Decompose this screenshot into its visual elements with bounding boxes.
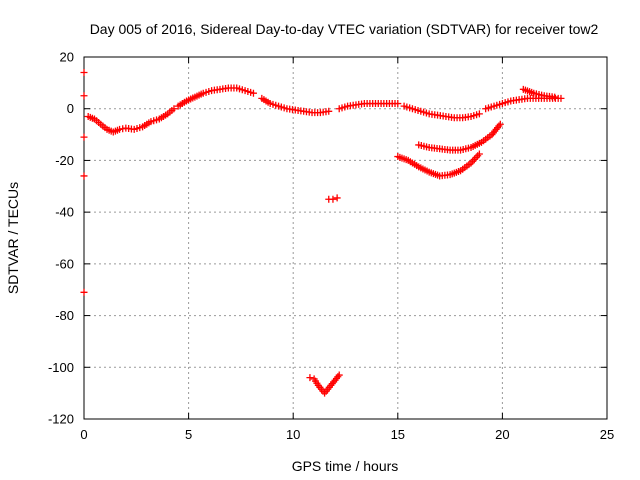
data-point [306,374,314,382]
data-point [80,133,88,141]
data-point [557,94,565,102]
y-tick-label: -80 [55,308,74,323]
y-axis-title: SDTVAR / TECUs [5,182,21,294]
data-point [170,105,178,113]
y-tick-label: -20 [55,153,74,168]
data-point [80,69,88,77]
plot-frame [83,56,608,420]
data-point [80,92,88,100]
y-tick-label: -100 [48,360,74,375]
y-tick-label: -120 [48,412,74,427]
data-point [475,150,483,158]
data-point [325,107,333,115]
x-tick-label: 5 [185,427,192,442]
data-point [394,100,402,108]
x-tick-label: 25 [600,427,614,442]
x-tick-label: 10 [286,427,300,442]
data-points [80,69,565,397]
data-point [335,371,343,379]
data-point [333,194,341,202]
x-axis-title: GPS time / hours [292,458,399,474]
x-tick-label: 15 [391,427,405,442]
grid [84,57,607,419]
y-tick-labels: 20 0 -20 -40 -60 -80 -100 -120 [48,50,74,427]
x-tick-labels: 0 5 10 15 20 25 [80,427,614,442]
axis-ticks [83,56,608,420]
x-tick-label: 0 [80,427,87,442]
data-point [80,172,88,180]
data-point [551,93,559,101]
data-point [496,120,504,128]
data-point [329,195,337,203]
y-tick-label: -60 [55,256,74,271]
y-tick-label: 20 [60,50,74,65]
data-point [475,110,483,118]
y-tick-label: 0 [67,101,74,116]
data-point [249,89,257,97]
chart-title: Day 005 of 2016, Sidereal Day-to-day VTE… [90,21,599,37]
data-point [80,288,88,296]
x-tick-label: 20 [495,427,509,442]
y-tick-label: -40 [55,205,74,220]
